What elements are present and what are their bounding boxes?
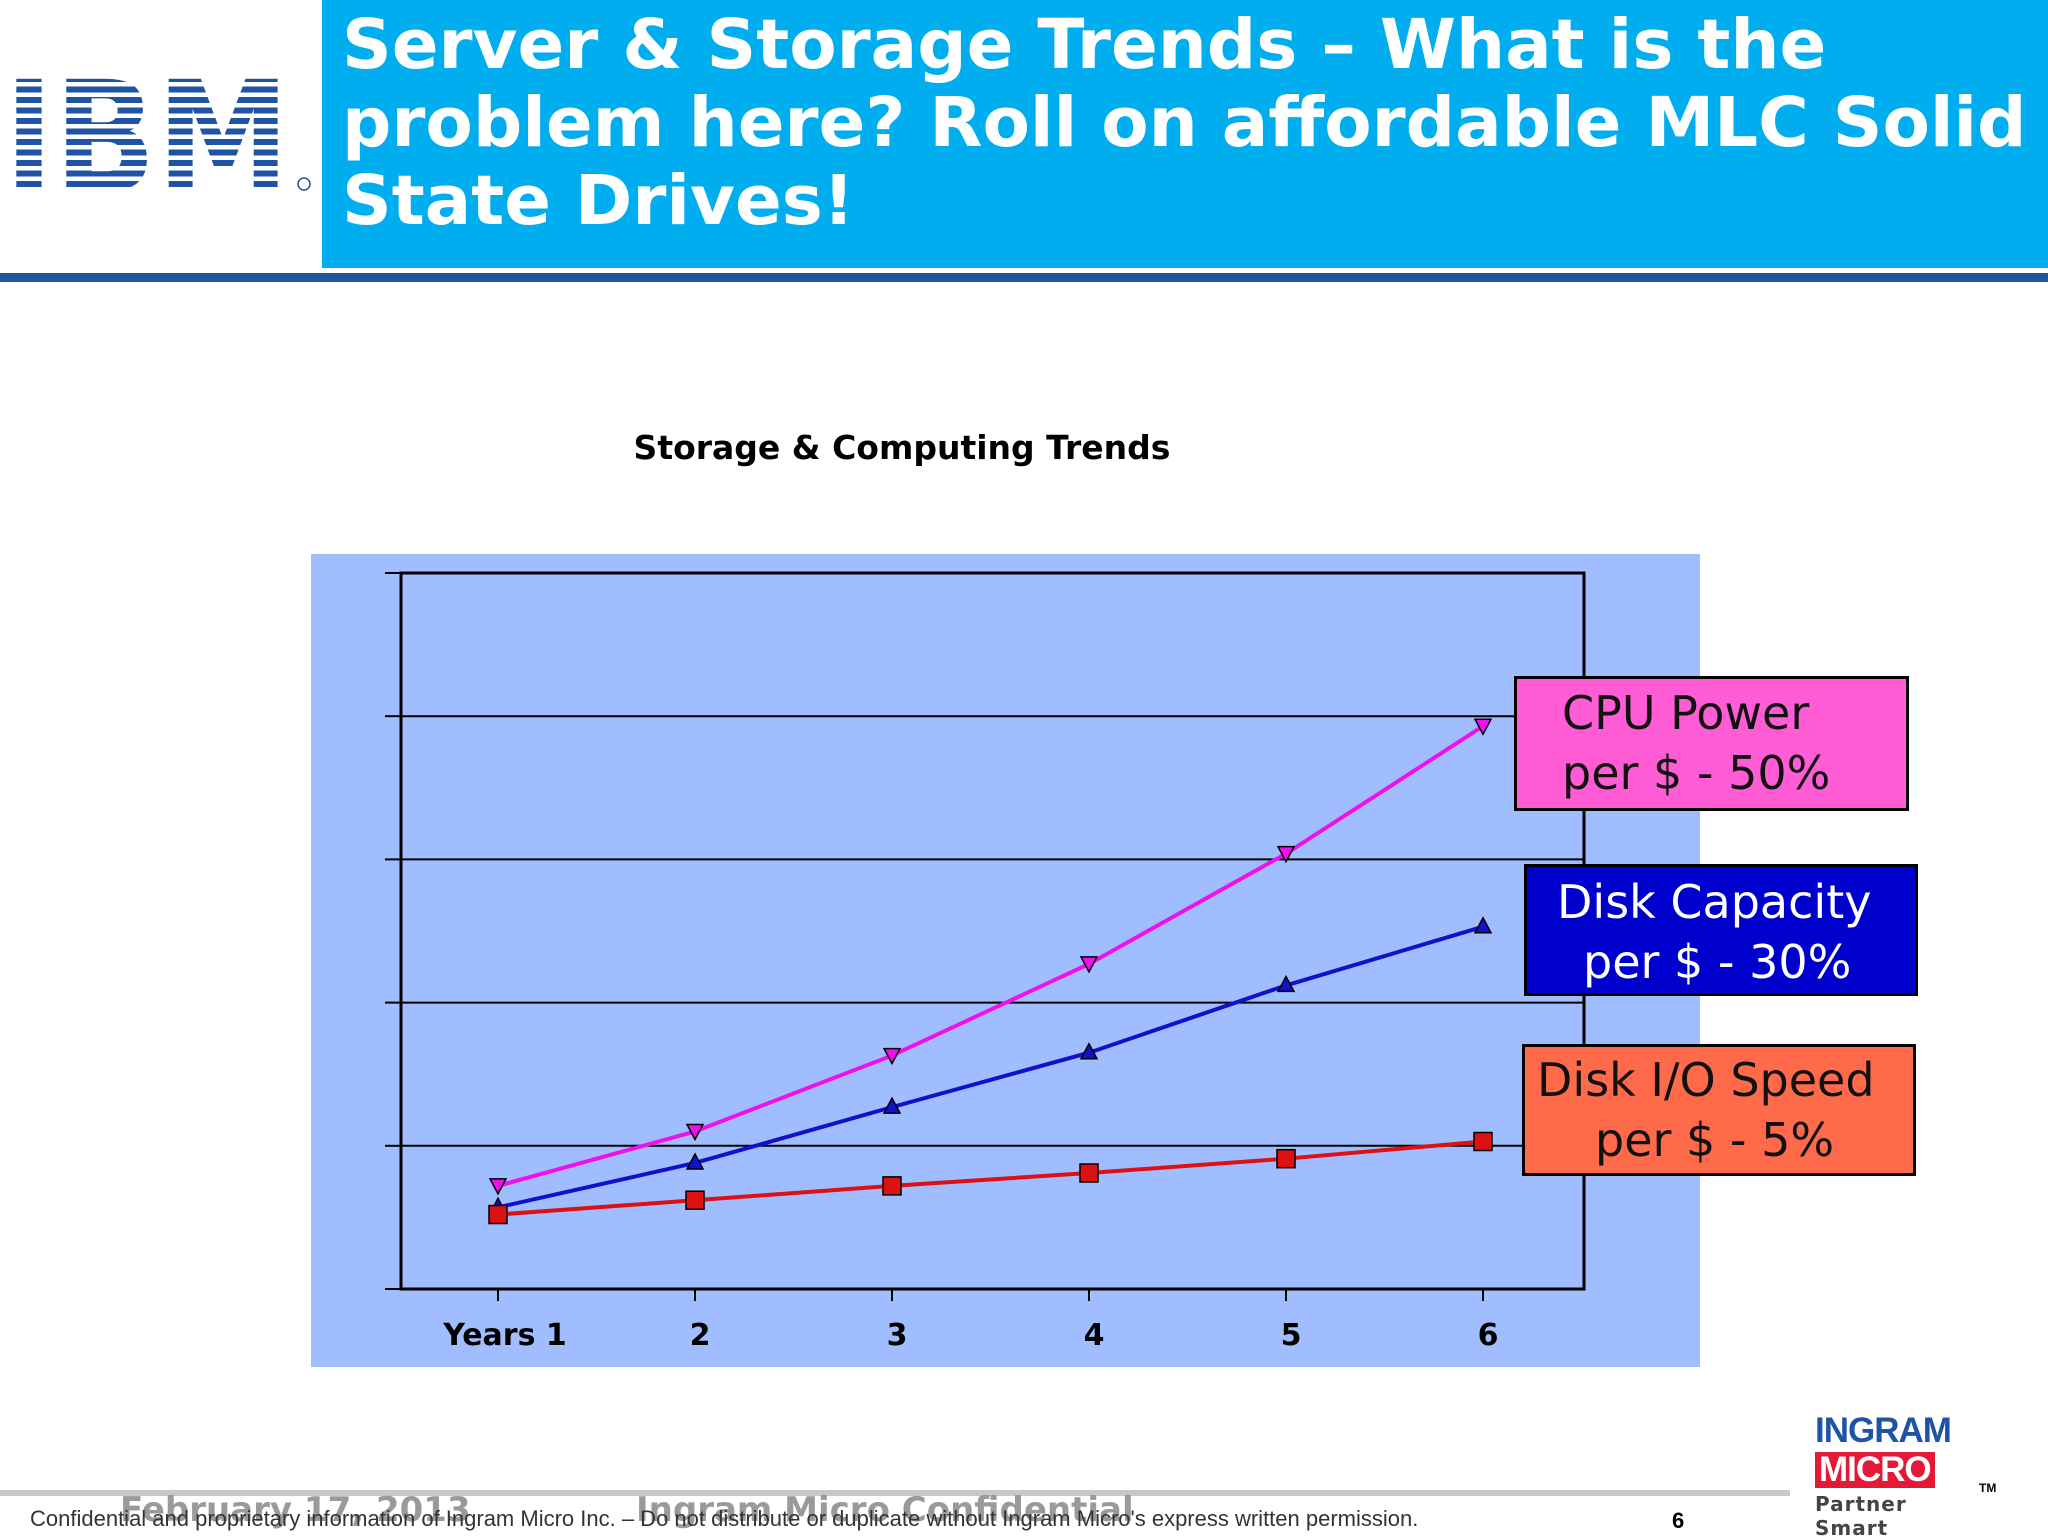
page-title: Server & Storage Trends – What is the pr… bbox=[342, 5, 2027, 241]
footer-disclaimer: Confidential and proprietary information… bbox=[30, 1506, 1419, 1531]
legend-io-line2: per $ - 5% bbox=[1595, 1113, 1835, 1167]
series-line-disk-io bbox=[497, 1139, 1484, 1217]
chart-title: Storage & Computing Trends bbox=[633, 428, 1171, 467]
data-point-cpu-power bbox=[882, 1047, 902, 1066]
footer-rule bbox=[0, 1490, 1790, 1496]
legend-cpu-line2: per $ - 50% bbox=[1562, 746, 1831, 800]
data-point-disk-io bbox=[882, 1176, 902, 1196]
ingram-micro-logo: INGRAM MICRO TM Partner Smart bbox=[1815, 1411, 1996, 1540]
data-point-cpu-power bbox=[1079, 956, 1099, 974]
data-point-cpu-power bbox=[1473, 718, 1493, 736]
data-point-disk-capacity bbox=[1473, 916, 1493, 934]
series-line-cpu-power bbox=[497, 724, 1485, 1188]
data-point-disk-io bbox=[1276, 1148, 1296, 1169]
data-point-disk-capacity bbox=[882, 1096, 902, 1114]
data-point-disk-capacity bbox=[685, 1152, 705, 1170]
series-line-disk-capacity bbox=[497, 924, 1484, 1210]
legend-disk-capacity: Disk Capacity per $ - 30% bbox=[1524, 864, 1918, 996]
data-point-disk-io bbox=[488, 1204, 508, 1225]
ingram-logo-trademark: TM bbox=[1979, 1481, 1997, 1495]
x-tick-label: 6 bbox=[1478, 1318, 1499, 1353]
data-point-disk-io bbox=[685, 1190, 705, 1210]
data-point-disk-capacity bbox=[1079, 1042, 1099, 1060]
ibm-logo: IBM bbox=[0, 0, 320, 268]
data-point-cpu-power bbox=[685, 1123, 705, 1142]
series-lines bbox=[497, 724, 1485, 1217]
plot-background bbox=[311, 554, 1700, 1367]
x-tick-label: 3 bbox=[887, 1318, 908, 1353]
data-point-disk-io bbox=[1079, 1163, 1099, 1183]
legend-capacity-line1: Disk Capacity bbox=[1557, 875, 1872, 929]
x-tick-label: 2 bbox=[690, 1318, 711, 1353]
data-point-disk-io bbox=[1473, 1131, 1493, 1152]
header-rule bbox=[0, 273, 2048, 282]
footer-confidential: Ingram Micro Confidential bbox=[636, 1490, 1134, 1530]
data-point-disk-capacity bbox=[1276, 974, 1296, 993]
data-point-cpu-power bbox=[488, 1178, 508, 1196]
x-tick-label: 5 bbox=[1281, 1318, 1302, 1353]
x-tick-label: 4 bbox=[1084, 1318, 1105, 1353]
x-tick-label: Years 1 bbox=[442, 1318, 567, 1353]
trend-chart: Years 1 2 3 4 5 6 bbox=[311, 554, 1700, 1367]
page-number: 6 bbox=[1672, 1508, 1685, 1533]
ibm-logo-text: IBM bbox=[4, 49, 290, 228]
footer-date: February 17, 2013 bbox=[120, 1490, 471, 1530]
legend-cpu-line1: CPU Power bbox=[1562, 686, 1810, 740]
ingram-logo-line1: INGRAM bbox=[1815, 1411, 1952, 1450]
legend-cpu-power: CPU Power per $ - 50% bbox=[1514, 676, 1909, 811]
legend-capacity-line2: per $ - 30% bbox=[1583, 935, 1852, 989]
series-markers bbox=[488, 718, 1493, 1225]
legend-io-line1: Disk I/O Speed bbox=[1537, 1053, 1875, 1107]
ibm-logo-graphic: IBM bbox=[4, 49, 311, 228]
title-bar: Server & Storage Trends – What is the pr… bbox=[322, 0, 2048, 268]
data-point-cpu-power bbox=[1276, 845, 1296, 864]
ingram-logo-line2: MICRO bbox=[1815, 1452, 1935, 1488]
legend-disk-io: Disk I/O Speed per $ - 5% bbox=[1522, 1044, 1916, 1176]
x-axis: Years 1 2 3 4 5 6 bbox=[442, 1289, 1498, 1353]
ingram-logo-tagline: Partner Smart bbox=[1815, 1492, 1907, 1540]
